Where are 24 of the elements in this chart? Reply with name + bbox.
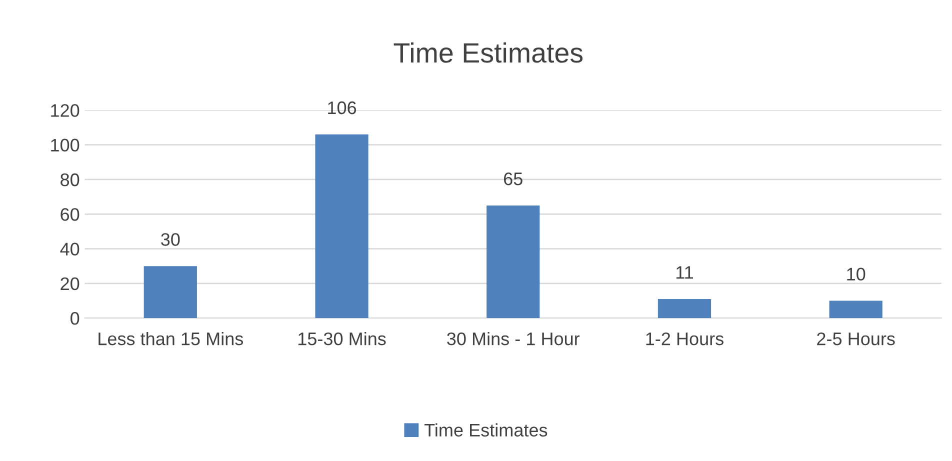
- x-tick-label: 2-5 Hours: [817, 332, 895, 346]
- y-tick-label: 0: [70, 312, 80, 325]
- y-tick-label: 40: [60, 242, 80, 256]
- data-label: 106: [328, 101, 356, 114]
- bar: [658, 299, 712, 318]
- legend-label: Time Estimates: [424, 423, 548, 437]
- x-tick-label: 15-30 Mins: [298, 332, 386, 346]
- y-tick-label: 80: [60, 173, 80, 186]
- data-label: 65: [504, 172, 522, 186]
- bar: [144, 266, 197, 318]
- x-tick-label: 1-2 Hours: [646, 332, 724, 346]
- data-label: 11: [676, 266, 693, 279]
- y-tick-label: 20: [60, 277, 80, 290]
- bar: [315, 134, 368, 318]
- y-tick-label: 100: [51, 138, 80, 152]
- data-label: 10: [847, 268, 866, 281]
- chart-title: Time Estimates: [394, 42, 583, 63]
- bar: [829, 300, 882, 318]
- data-label: 30: [161, 233, 180, 246]
- x-tick-label: Less than 15 Mins: [98, 332, 244, 346]
- y-tick-label: 60: [60, 208, 80, 221]
- bar: [486, 205, 540, 318]
- x-tick-label: 30 Mins - 1 Hour: [447, 332, 580, 346]
- y-tick-label: 120: [51, 104, 80, 117]
